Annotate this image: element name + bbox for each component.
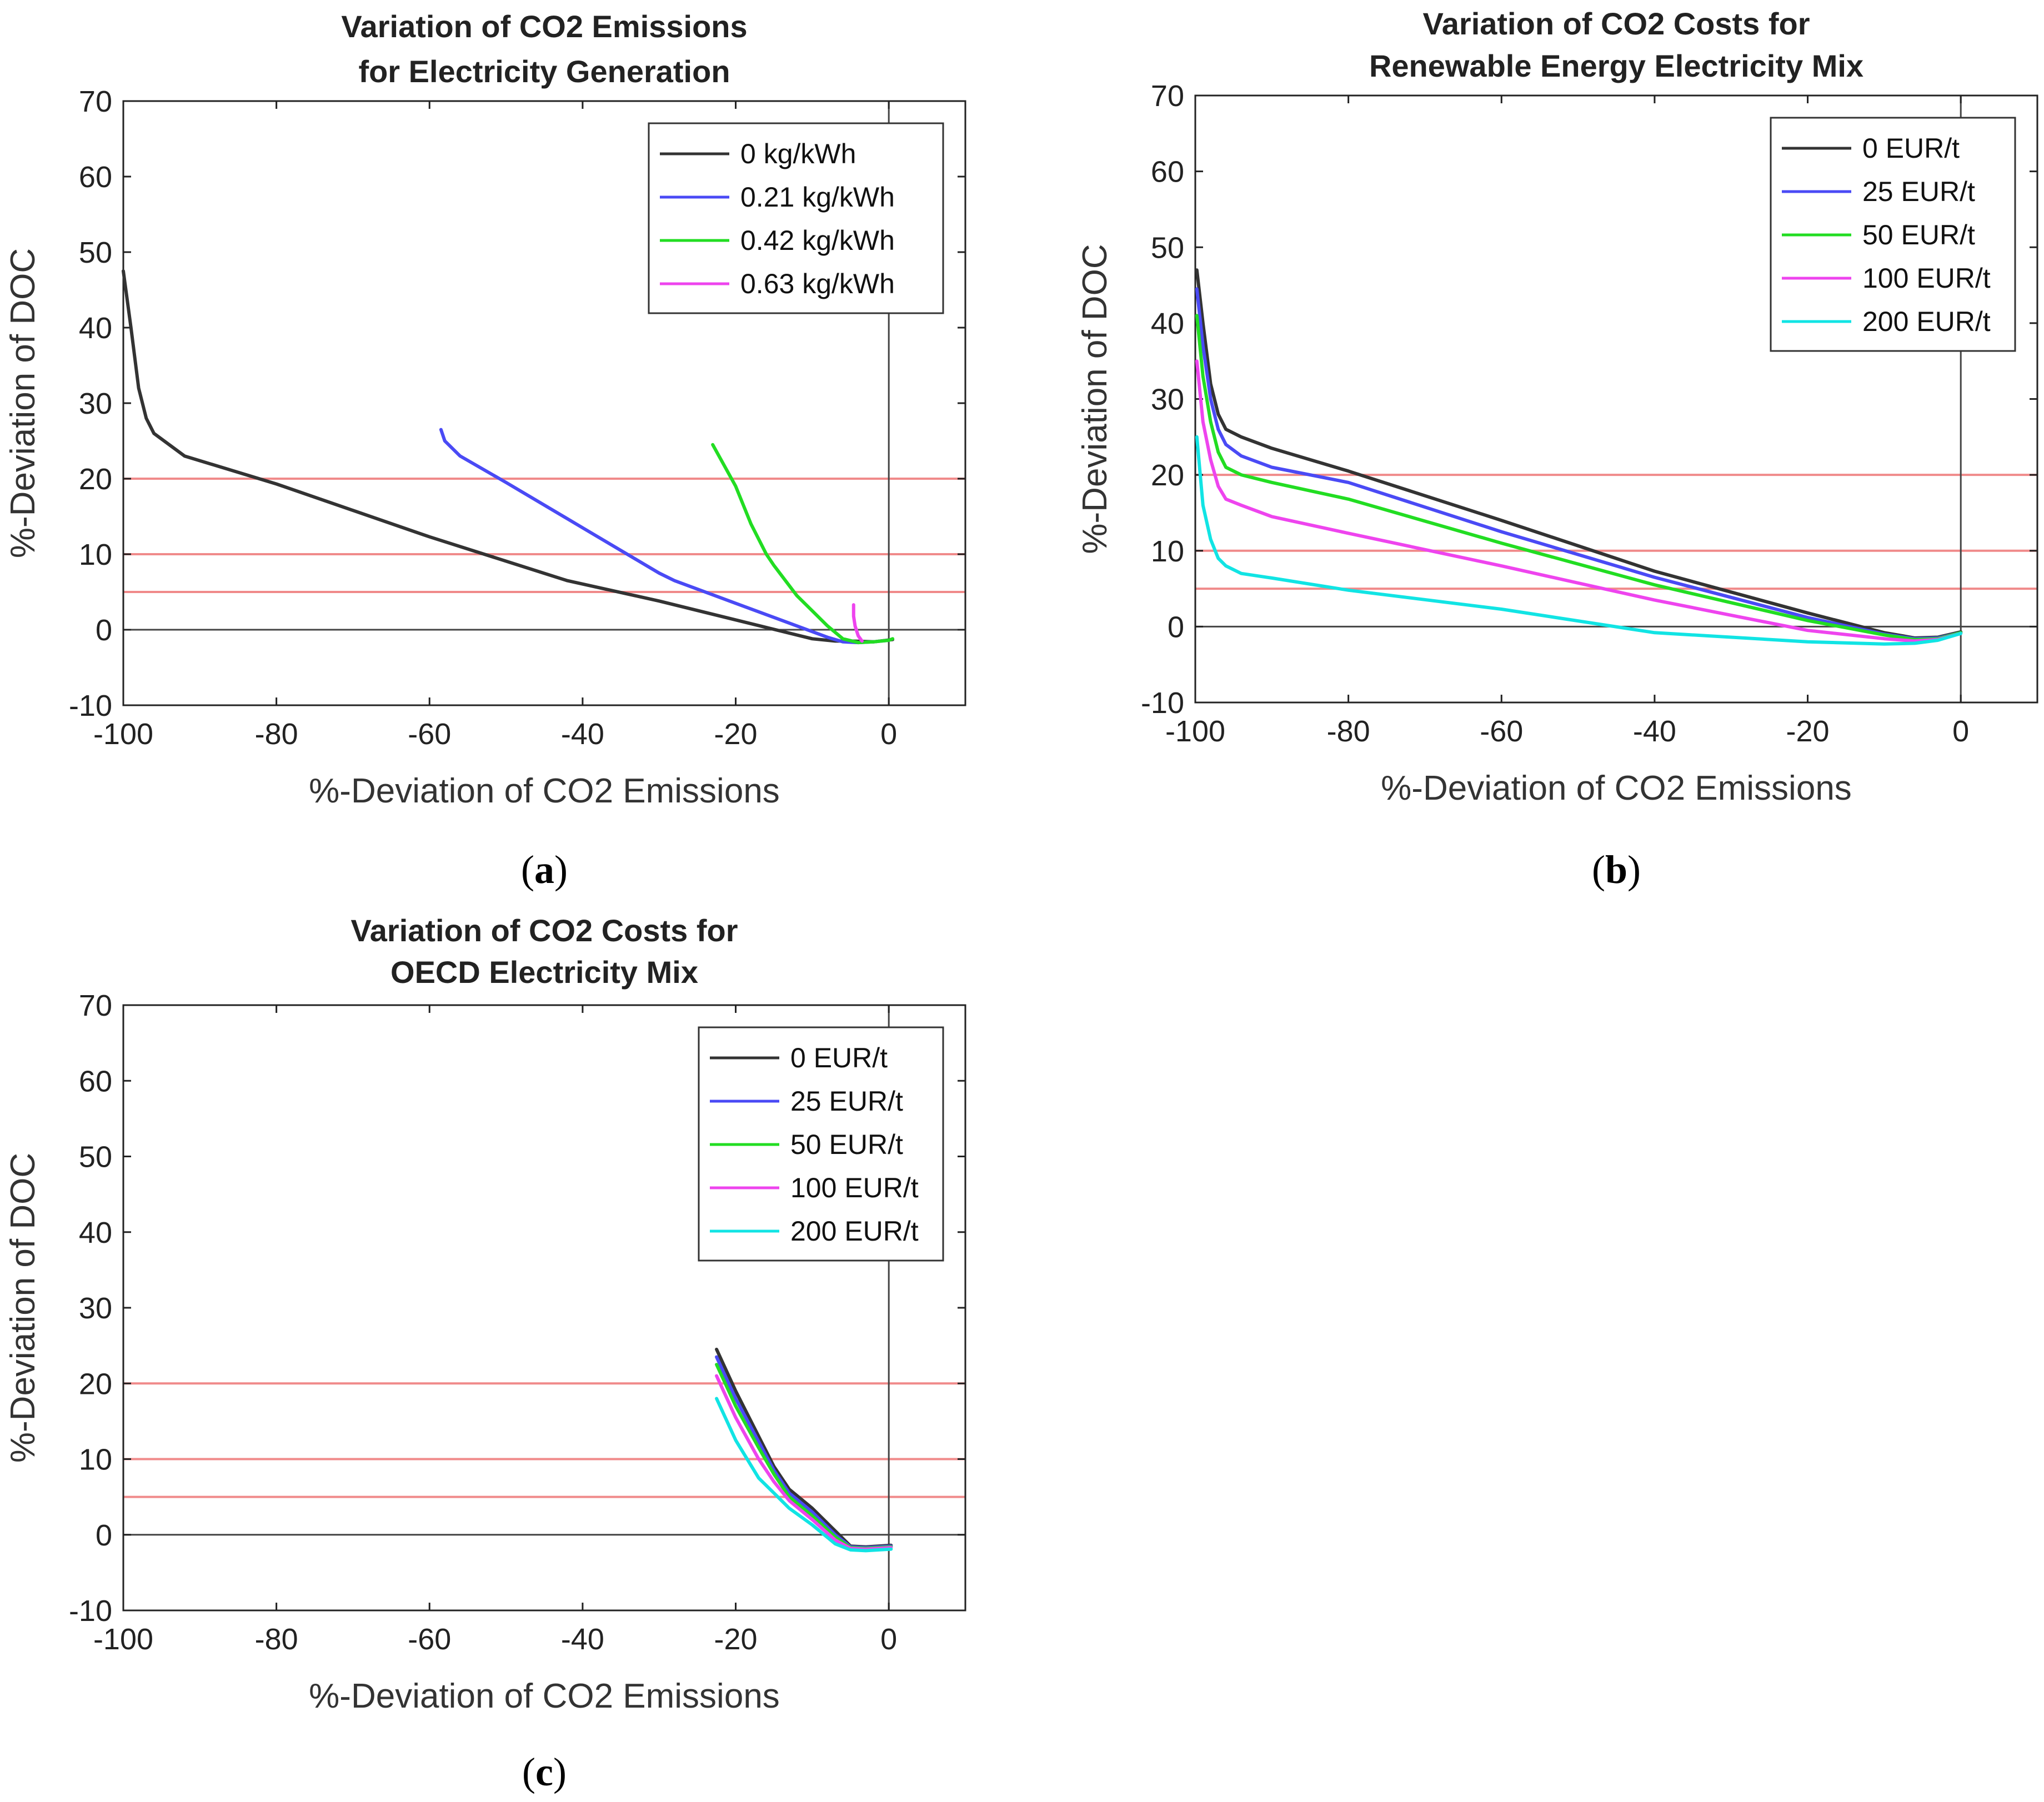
series-line-200-eur-t	[715, 1397, 893, 1553]
series-line-50-eur-t	[1195, 314, 1963, 641]
x-tick-label: -60	[1480, 715, 1523, 748]
y-tick-label: 30	[79, 1292, 112, 1325]
series-line-0-kg-kwh	[122, 269, 895, 644]
x-tick-label: -60	[408, 1623, 451, 1656]
legend-entry: 200 EUR/t	[1862, 306, 1991, 337]
chart-panel-a: Variation of CO2 Emissions for Electricit…	[4, 9, 966, 892]
y-tick-label: 0	[96, 1519, 112, 1552]
figure-caption: (c)	[522, 1750, 567, 1794]
legend: 0 kg/kWh 0.21 kg/kWh 0.42 kg/kWh 0.63 kg/kW…	[648, 122, 944, 314]
x-tick-label: -20	[714, 717, 758, 751]
y-tick-label: -10	[69, 1594, 112, 1628]
y-axis-label: %-Deviation of DOC	[1076, 244, 1114, 554]
chart-title: for Electricity Generation	[358, 54, 730, 89]
y-tick-label: -10	[69, 689, 112, 722]
legend-entry: 0 EUR/t	[790, 1042, 888, 1073]
y-tick-label: 40	[79, 1216, 112, 1249]
y-tick-label: 70	[79, 989, 112, 1022]
series-line-0-63-kg-kwh	[851, 603, 864, 643]
y-tick-label: 0	[96, 614, 112, 647]
chart-title: OECD Electricity Mix	[390, 955, 698, 990]
x-tick-label: 0	[880, 717, 897, 751]
x-tick-label: -100	[93, 717, 153, 751]
y-tick-label: 50	[79, 236, 112, 269]
x-tick-label: -20	[1786, 715, 1830, 748]
legend-entry: 50 EUR/t	[790, 1129, 903, 1160]
legend-entry: 0.21 kg/kWh	[740, 182, 895, 213]
legend-entry: 25 EUR/t	[790, 1086, 903, 1117]
y-tick-label: 60	[1151, 155, 1184, 189]
legend: 0 EUR/t 25 EUR/t 50 EUR/t 100 EUR/t 200 EUR/…	[698, 1026, 944, 1262]
chart-title: Variation of CO2 Costs for	[1423, 6, 1810, 41]
y-tick-label: 20	[1151, 459, 1184, 492]
y-tick-label: 40	[79, 312, 112, 345]
y-tick-label: 30	[1151, 383, 1184, 416]
legend-entry: 100 EUR/t	[1862, 263, 1991, 294]
x-axis-label: %-Deviation of CO2 Emissions	[309, 1677, 780, 1715]
y-tick-label: 60	[79, 1065, 112, 1098]
y-tick-label: 50	[79, 1141, 112, 1174]
x-tick-label: -100	[1165, 715, 1225, 748]
y-tick-label: 50	[1151, 231, 1184, 264]
y-tick-label: 10	[79, 538, 112, 571]
y-tick-label: 60	[79, 160, 112, 194]
x-tick-label: -40	[561, 1623, 604, 1656]
legend-entry: 0.63 kg/kWh	[740, 268, 895, 299]
x-tick-label: -80	[255, 717, 298, 751]
y-tick-label: 30	[79, 387, 112, 420]
x-tick-label: -40	[561, 717, 604, 751]
series-line-0-42-kg-kwh	[711, 443, 895, 645]
legend-entry: 200 EUR/t	[790, 1216, 919, 1247]
x-tick-label: 0	[880, 1623, 897, 1656]
chart-title: Variation of CO2 Costs for	[351, 913, 738, 948]
y-tick-label: 20	[79, 1367, 112, 1401]
x-tick-label: 0	[1952, 715, 1969, 748]
legend: 0 EUR/t 25 EUR/t 50 EUR/t 100 EUR/t 200 EUR/…	[1770, 117, 2016, 352]
y-axis-label: %-Deviation of DOC	[4, 1153, 42, 1463]
y-tick-label: 10	[1151, 535, 1184, 568]
x-axis-label: %-Deviation of CO2 Emissions	[309, 772, 780, 810]
x-tick-label: -80	[1327, 715, 1370, 748]
y-tick-label: 70	[79, 85, 112, 118]
chart-panel-c: Variation of CO2 Costs for OECD Electrici…	[4, 913, 966, 1794]
figure-caption: (b)	[1592, 847, 1641, 892]
chart-panel-b: Variation of CO2 Costs for Renewable Ener…	[1076, 6, 2038, 892]
series-line-0-21-kg-kwh	[439, 428, 891, 645]
legend-entry: 50 EUR/t	[1862, 219, 1975, 250]
y-tick-label: 70	[1151, 79, 1184, 113]
chart-title: Renewable Energy Electricity Mix	[1369, 48, 1863, 83]
x-axis-label: %-Deviation of CO2 Emissions	[1381, 769, 1852, 807]
x-tick-label: -40	[1633, 715, 1676, 748]
x-tick-label: -80	[255, 1623, 298, 1656]
x-tick-label: -20	[714, 1623, 758, 1656]
legend-entry: 0 EUR/t	[1862, 133, 1960, 164]
series-line-200-eur-t	[1195, 435, 1963, 646]
chart-title: Variation of CO2 Emissions	[341, 9, 747, 44]
y-tick-label: 10	[79, 1443, 112, 1477]
series-line-100-eur-t	[1195, 359, 1963, 643]
legend-entry: 25 EUR/t	[1862, 176, 1975, 207]
y-tick-label: 40	[1151, 307, 1184, 340]
y-tick-label: 20	[79, 463, 112, 496]
figure-caption: (a)	[521, 847, 568, 892]
y-axis-label: %-Deviation of DOC	[4, 248, 42, 558]
y-tick-label: 0	[1168, 610, 1184, 644]
legend-entry: 0 kg/kWh	[740, 138, 856, 169]
legend-entry: 0.42 kg/kWh	[740, 225, 895, 256]
x-tick-label: -60	[408, 717, 451, 751]
y-tick-label: -10	[1141, 686, 1184, 720]
legend-entry: 100 EUR/t	[790, 1172, 919, 1203]
x-tick-label: -100	[93, 1623, 153, 1656]
